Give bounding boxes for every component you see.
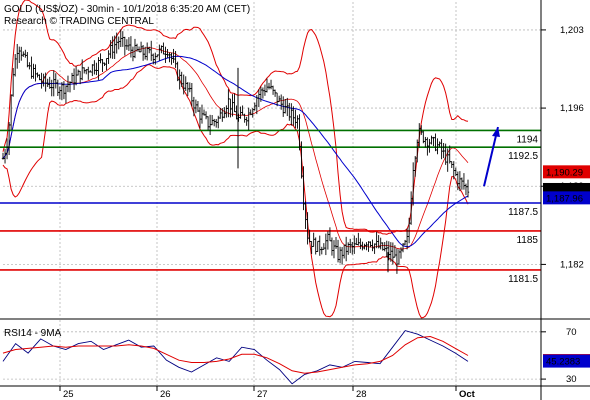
main-grid xyxy=(3,2,541,318)
price-tag-label: 1,188.71 xyxy=(546,185,583,196)
support-resistance-levels: 1194 1192.5 1187.5 1185 1181.5 xyxy=(0,129,541,285)
arrow-shaft xyxy=(483,126,499,187)
rsi-grid xyxy=(3,320,541,385)
arrow-head xyxy=(492,127,500,138)
time-tick-label: 26 xyxy=(160,389,171,400)
price-tick-label: 1,203 xyxy=(560,25,584,36)
price-tag-label: 1,187.96 xyxy=(546,193,583,204)
rsi-ma-line xyxy=(2,335,469,374)
price-candles xyxy=(1,29,470,274)
chart-title: GOLD (US$/OZ) - 30min - 10/1/2018 6:35:2… xyxy=(4,4,250,15)
price-tick-label: 1,196 xyxy=(560,103,584,114)
forecast-arrow xyxy=(483,126,500,187)
time-axis: 25 26 27 28 Oct xyxy=(59,386,476,400)
rsi-tick-label: 70 xyxy=(566,327,577,338)
price-tag xyxy=(543,165,590,179)
price-tag-label: 45.2383 xyxy=(546,357,580,368)
price-tag xyxy=(543,191,590,205)
level-label: 1187.5 xyxy=(508,207,538,218)
level-label: 1192.5 xyxy=(508,151,538,162)
price-tag xyxy=(543,354,590,368)
time-tick-label: Oct xyxy=(459,389,476,400)
rsi-line xyxy=(2,330,469,385)
chart-subtitle: Research © TRADING CENTRAL xyxy=(4,16,154,27)
level-label: 1181.5 xyxy=(508,274,538,285)
price-tick-label: 1,182 xyxy=(560,259,584,270)
rsi-panel xyxy=(2,330,469,385)
price-tag-label: 1,190.29 xyxy=(546,167,583,178)
rsi-tick-label: 30 xyxy=(566,374,577,385)
time-tick-label: 28 xyxy=(356,389,367,400)
time-tick-label: 25 xyxy=(63,389,74,400)
time-tick-label: 27 xyxy=(257,389,268,400)
level-label: 1185 xyxy=(516,235,538,246)
level-label: 1194 xyxy=(516,134,538,145)
rsi-title: RSI14 - 9MA xyxy=(4,328,62,339)
bollinger-upper xyxy=(2,0,469,235)
